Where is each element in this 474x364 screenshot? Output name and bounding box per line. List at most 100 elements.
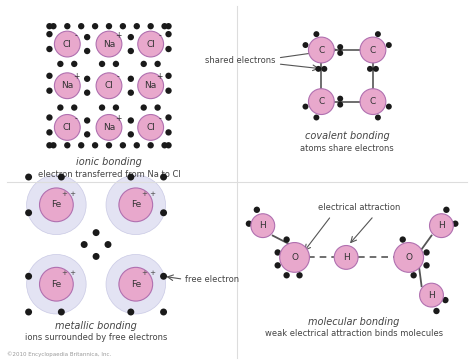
Circle shape <box>71 61 77 67</box>
Circle shape <box>138 31 164 57</box>
Circle shape <box>128 117 134 124</box>
Circle shape <box>92 253 100 260</box>
Circle shape <box>423 262 430 269</box>
Circle shape <box>46 31 53 37</box>
Circle shape <box>57 61 64 67</box>
Text: atoms share electrons: atoms share electrons <box>300 144 394 153</box>
Circle shape <box>419 283 443 307</box>
Circle shape <box>386 42 392 48</box>
Circle shape <box>84 76 91 82</box>
Circle shape <box>337 102 343 108</box>
Text: -: - <box>75 31 78 40</box>
Circle shape <box>128 90 134 96</box>
Circle shape <box>165 31 172 37</box>
Circle shape <box>386 104 392 110</box>
Circle shape <box>309 89 334 115</box>
Circle shape <box>99 61 105 67</box>
Circle shape <box>155 104 161 111</box>
Circle shape <box>160 209 167 216</box>
Text: electron transferred from Na to Cl: electron transferred from Na to Cl <box>37 170 181 179</box>
Circle shape <box>394 242 424 272</box>
Circle shape <box>337 50 343 56</box>
Text: ©2010 Encyclopaedia Britannica, Inc.: ©2010 Encyclopaedia Britannica, Inc. <box>7 351 111 357</box>
Text: C: C <box>370 46 376 55</box>
Circle shape <box>27 175 86 234</box>
Circle shape <box>57 104 64 111</box>
Text: + +: + + <box>62 270 76 276</box>
Text: C: C <box>318 97 325 106</box>
Circle shape <box>400 236 406 243</box>
Circle shape <box>283 236 290 243</box>
Circle shape <box>375 31 381 37</box>
Circle shape <box>39 188 73 222</box>
Circle shape <box>337 44 343 50</box>
Circle shape <box>25 209 32 216</box>
Text: ionic bonding: ionic bonding <box>76 157 142 167</box>
Circle shape <box>50 142 56 149</box>
Circle shape <box>251 214 275 238</box>
Circle shape <box>128 309 134 316</box>
Circle shape <box>55 73 80 99</box>
Circle shape <box>84 117 91 124</box>
Text: + +: + + <box>62 191 76 197</box>
Circle shape <box>119 188 153 222</box>
Circle shape <box>147 142 154 149</box>
Text: Cl: Cl <box>105 81 113 90</box>
Circle shape <box>315 66 321 72</box>
Circle shape <box>274 249 281 256</box>
Circle shape <box>50 23 56 29</box>
Circle shape <box>280 242 310 272</box>
Circle shape <box>120 23 126 29</box>
Circle shape <box>96 115 122 140</box>
Circle shape <box>92 23 98 29</box>
Circle shape <box>128 76 134 82</box>
Circle shape <box>78 142 84 149</box>
Circle shape <box>147 23 154 29</box>
Circle shape <box>106 175 165 234</box>
Text: + +: + + <box>142 270 155 276</box>
Circle shape <box>25 174 32 181</box>
Circle shape <box>58 174 65 181</box>
Circle shape <box>165 73 172 79</box>
Text: C: C <box>370 97 376 106</box>
Circle shape <box>78 23 84 29</box>
Circle shape <box>119 267 153 301</box>
Circle shape <box>443 207 449 213</box>
Circle shape <box>84 131 91 138</box>
Text: -: - <box>158 31 161 40</box>
Circle shape <box>84 48 91 54</box>
Circle shape <box>313 115 319 120</box>
Circle shape <box>165 129 172 135</box>
Circle shape <box>84 34 91 40</box>
Circle shape <box>55 31 80 57</box>
Text: +: + <box>115 31 121 40</box>
Text: +: + <box>115 114 121 123</box>
Text: metallic bonding: metallic bonding <box>55 321 137 331</box>
Text: Cl: Cl <box>146 123 155 132</box>
Circle shape <box>27 254 86 314</box>
Circle shape <box>410 272 417 278</box>
Circle shape <box>375 115 381 120</box>
Circle shape <box>84 90 91 96</box>
Circle shape <box>165 87 172 94</box>
Text: H: H <box>343 253 349 262</box>
Text: electrical attraction: electrical attraction <box>318 203 400 212</box>
Text: Na: Na <box>103 40 115 48</box>
Circle shape <box>134 142 140 149</box>
Text: Na: Na <box>61 81 73 90</box>
Text: +: + <box>73 72 80 81</box>
Text: Na: Na <box>145 81 157 90</box>
Text: Fe: Fe <box>131 280 141 289</box>
Text: Cl: Cl <box>146 40 155 48</box>
Circle shape <box>165 46 172 52</box>
Text: shared electrons: shared electrons <box>205 56 276 66</box>
Text: + +: + + <box>142 191 155 197</box>
Text: molecular bonding: molecular bonding <box>309 317 400 327</box>
Circle shape <box>92 229 100 236</box>
Circle shape <box>141 104 147 111</box>
Circle shape <box>360 37 386 63</box>
Circle shape <box>246 221 252 227</box>
Circle shape <box>138 73 164 99</box>
Text: Fe: Fe <box>51 280 62 289</box>
Circle shape <box>106 142 112 149</box>
